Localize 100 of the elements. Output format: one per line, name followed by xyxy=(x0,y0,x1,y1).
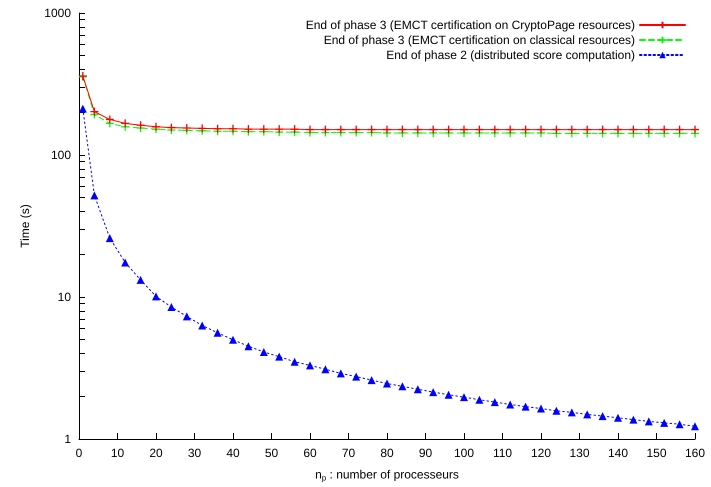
x-tick-label: 30 xyxy=(188,446,202,460)
y-axis-title: Time (s) xyxy=(18,204,32,248)
point xyxy=(321,365,330,374)
point xyxy=(182,312,191,320)
point xyxy=(660,124,669,134)
point xyxy=(582,124,592,134)
point xyxy=(214,328,222,337)
point xyxy=(568,408,576,416)
point xyxy=(121,258,130,266)
legend-label: End of phase 2 (distributed score computation) xyxy=(386,48,635,62)
point xyxy=(644,124,654,134)
point xyxy=(537,404,545,412)
x-tick-label: 100 xyxy=(454,446,474,460)
point xyxy=(429,388,438,396)
x-tick-label: 70 xyxy=(342,446,356,460)
point xyxy=(259,124,268,134)
point xyxy=(413,124,422,134)
point xyxy=(136,120,146,130)
point xyxy=(614,414,622,422)
point xyxy=(490,398,499,406)
point xyxy=(444,124,454,134)
point xyxy=(490,124,500,134)
point xyxy=(644,417,653,426)
point xyxy=(583,410,592,418)
point xyxy=(229,336,237,344)
point xyxy=(352,124,361,134)
point xyxy=(136,276,145,284)
point xyxy=(598,412,607,420)
point xyxy=(290,358,299,366)
point xyxy=(166,122,176,132)
x-tick-label: 110 xyxy=(492,446,512,460)
point xyxy=(660,418,668,427)
point xyxy=(260,348,268,356)
x-tick-label: 160 xyxy=(684,446,706,460)
point xyxy=(613,124,623,134)
point xyxy=(212,124,222,134)
point xyxy=(444,390,453,399)
point xyxy=(690,124,700,134)
point xyxy=(182,123,192,133)
point xyxy=(151,122,161,132)
point xyxy=(244,124,254,134)
point xyxy=(506,400,514,408)
point xyxy=(428,124,438,134)
y-tick-label: 100 xyxy=(50,148,72,162)
x-tick-label: 0 xyxy=(76,446,83,460)
x-tick-label: 40 xyxy=(226,446,240,460)
legend-label: End of phase 3 (EMCT certification on classical resources) xyxy=(324,33,635,47)
point xyxy=(90,191,98,200)
point xyxy=(336,124,346,134)
x-tick-label: 80 xyxy=(380,446,394,460)
point xyxy=(398,124,408,134)
point xyxy=(475,396,484,404)
point xyxy=(676,420,684,428)
point xyxy=(567,124,576,134)
x-tick-label: 60 xyxy=(303,446,317,460)
point xyxy=(474,124,484,134)
point xyxy=(552,124,562,134)
point xyxy=(120,118,130,128)
point xyxy=(274,124,284,134)
point xyxy=(290,124,300,134)
point xyxy=(152,292,160,300)
x-tick-label: 90 xyxy=(418,446,432,460)
x-tick-label: 10 xyxy=(110,446,124,460)
point xyxy=(198,124,207,134)
point xyxy=(366,124,376,134)
point xyxy=(383,379,391,388)
point xyxy=(336,369,345,378)
point xyxy=(382,124,392,134)
point xyxy=(78,104,87,113)
point xyxy=(368,376,376,384)
x-tick-label: 50 xyxy=(264,446,278,460)
point xyxy=(305,124,315,134)
point xyxy=(398,382,406,390)
x-tick-label: 150 xyxy=(646,446,667,460)
point xyxy=(105,114,114,124)
x-tick-label: 120 xyxy=(530,446,552,460)
point xyxy=(691,422,699,430)
point xyxy=(320,124,330,134)
point xyxy=(522,402,530,411)
point xyxy=(506,124,515,134)
point xyxy=(459,124,469,134)
point xyxy=(598,124,608,134)
point xyxy=(414,385,422,394)
y-tick-label: 1000 xyxy=(44,6,72,20)
x-tick-label: 140 xyxy=(608,446,628,460)
point xyxy=(167,303,176,312)
legend-label: End of phase 3 (EMCT certification on CryptoPage resources) xyxy=(306,18,635,32)
point xyxy=(198,321,206,330)
point xyxy=(228,124,238,134)
y-tick-label: 10 xyxy=(58,290,72,304)
x-tick-label: 130 xyxy=(569,446,590,460)
point xyxy=(629,416,638,424)
point xyxy=(90,106,100,116)
y-tick-label: 1 xyxy=(64,432,72,446)
point xyxy=(460,393,468,402)
point xyxy=(552,406,560,415)
point xyxy=(536,124,546,134)
point xyxy=(628,124,638,134)
point xyxy=(352,372,360,381)
point xyxy=(244,342,252,350)
